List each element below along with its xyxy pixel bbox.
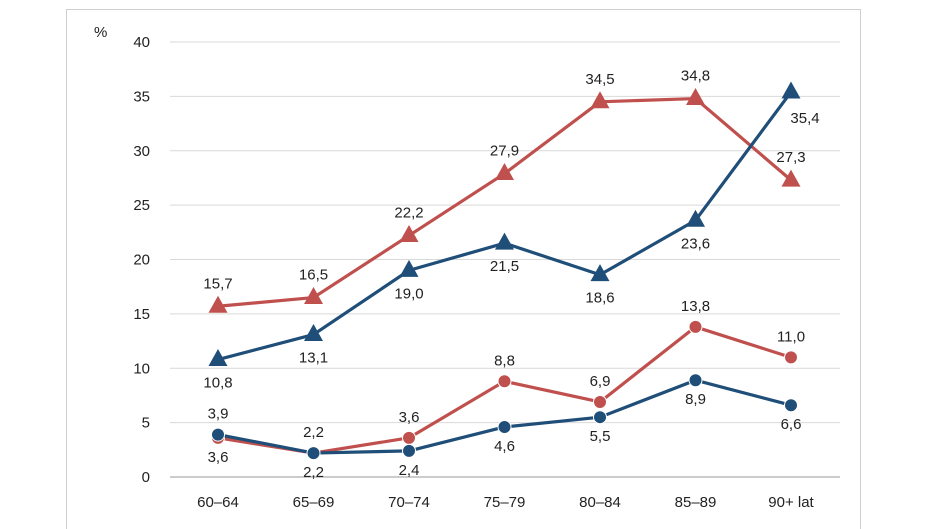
y-tick-label: 35 [133, 88, 150, 105]
data-label: 8,8 [494, 352, 515, 369]
x-tick-label: 70–74 [388, 494, 430, 511]
data-point-triangle [208, 349, 228, 367]
data-point-triangle [399, 225, 419, 243]
data-label: 2,2 [303, 424, 324, 441]
data-point-circle [402, 443, 416, 458]
data-label: 27,9 [490, 143, 519, 160]
data-point-circle [784, 398, 798, 413]
x-tick-label: 90+ lat [768, 494, 814, 511]
x-tick-label: 80–84 [579, 494, 621, 511]
y-tick-label: 20 [133, 252, 150, 269]
data-point-triangle [495, 232, 514, 250]
data-label: 10,8 [203, 375, 232, 392]
data-label: 19,0 [394, 285, 423, 302]
data-label: 23,6 [681, 235, 710, 252]
y-axis-unit: % [94, 24, 107, 41]
data-label: 3,6 [399, 409, 420, 426]
data-point-triangle [781, 81, 801, 99]
y-tick-label: 15 [133, 306, 150, 323]
data-point-circle [497, 374, 512, 389]
data-point-circle [306, 446, 321, 461]
data-label: 16,5 [299, 267, 328, 284]
data-point-circle [402, 430, 416, 445]
data-point-triangle [304, 287, 323, 305]
data-label: 6,9 [590, 373, 611, 390]
data-point-triangle [304, 323, 323, 341]
data-point-triangle [208, 295, 228, 313]
data-label: 11,0 [777, 328, 805, 345]
data-point-circle [688, 373, 703, 388]
data-point-triangle [686, 88, 705, 106]
data-point-circle [784, 350, 798, 365]
y-tick-label: 10 [133, 360, 150, 377]
data-label: 3,9 [208, 406, 229, 423]
data-label: 6,6 [781, 416, 802, 433]
x-tick-label: 75–79 [484, 494, 526, 511]
y-tick-label: 25 [133, 197, 150, 214]
chart-frame [66, 9, 861, 529]
data-label: 5,5 [590, 428, 611, 445]
data-point-circle [211, 427, 225, 442]
data-label: 27,3 [776, 149, 805, 166]
data-label: 2,4 [399, 462, 420, 479]
data-point-circle [688, 319, 703, 334]
data-point-triangle [590, 91, 610, 109]
data-point-circle [497, 419, 512, 434]
data-label: 13,8 [681, 298, 710, 315]
data-label: 15,7 [203, 275, 232, 292]
x-tick-label: 85–89 [675, 494, 717, 511]
data-label: 13,1 [299, 350, 328, 367]
data-label: 4,6 [494, 438, 515, 455]
data-point-triangle [495, 163, 514, 181]
data-label: 34,8 [681, 68, 710, 85]
series-line [217, 91, 793, 362]
y-tick-label: 40 [133, 34, 150, 51]
x-tick-label: 60–64 [197, 494, 239, 511]
x-tick-label: 65–69 [293, 494, 335, 511]
data-point-circle [593, 410, 607, 425]
data-point-triangle [590, 264, 610, 282]
data-label: 2,2 [303, 464, 324, 481]
data-label: 3,6 [208, 449, 229, 466]
data-label: 21,5 [490, 258, 519, 275]
data-label: 8,9 [685, 391, 706, 408]
data-point-triangle [781, 169, 801, 187]
data-label: 34,5 [585, 71, 614, 88]
data-label: 22,2 [394, 205, 423, 222]
data-point-triangle [399, 259, 419, 277]
y-tick-label: 5 [142, 415, 150, 432]
data-point-circle [593, 394, 607, 409]
data-point-triangle [686, 209, 705, 227]
data-label: 18,6 [585, 290, 614, 307]
y-tick-label: 30 [133, 143, 150, 160]
data-label: 35,4 [790, 110, 819, 127]
y-tick-label: 0 [142, 469, 150, 486]
